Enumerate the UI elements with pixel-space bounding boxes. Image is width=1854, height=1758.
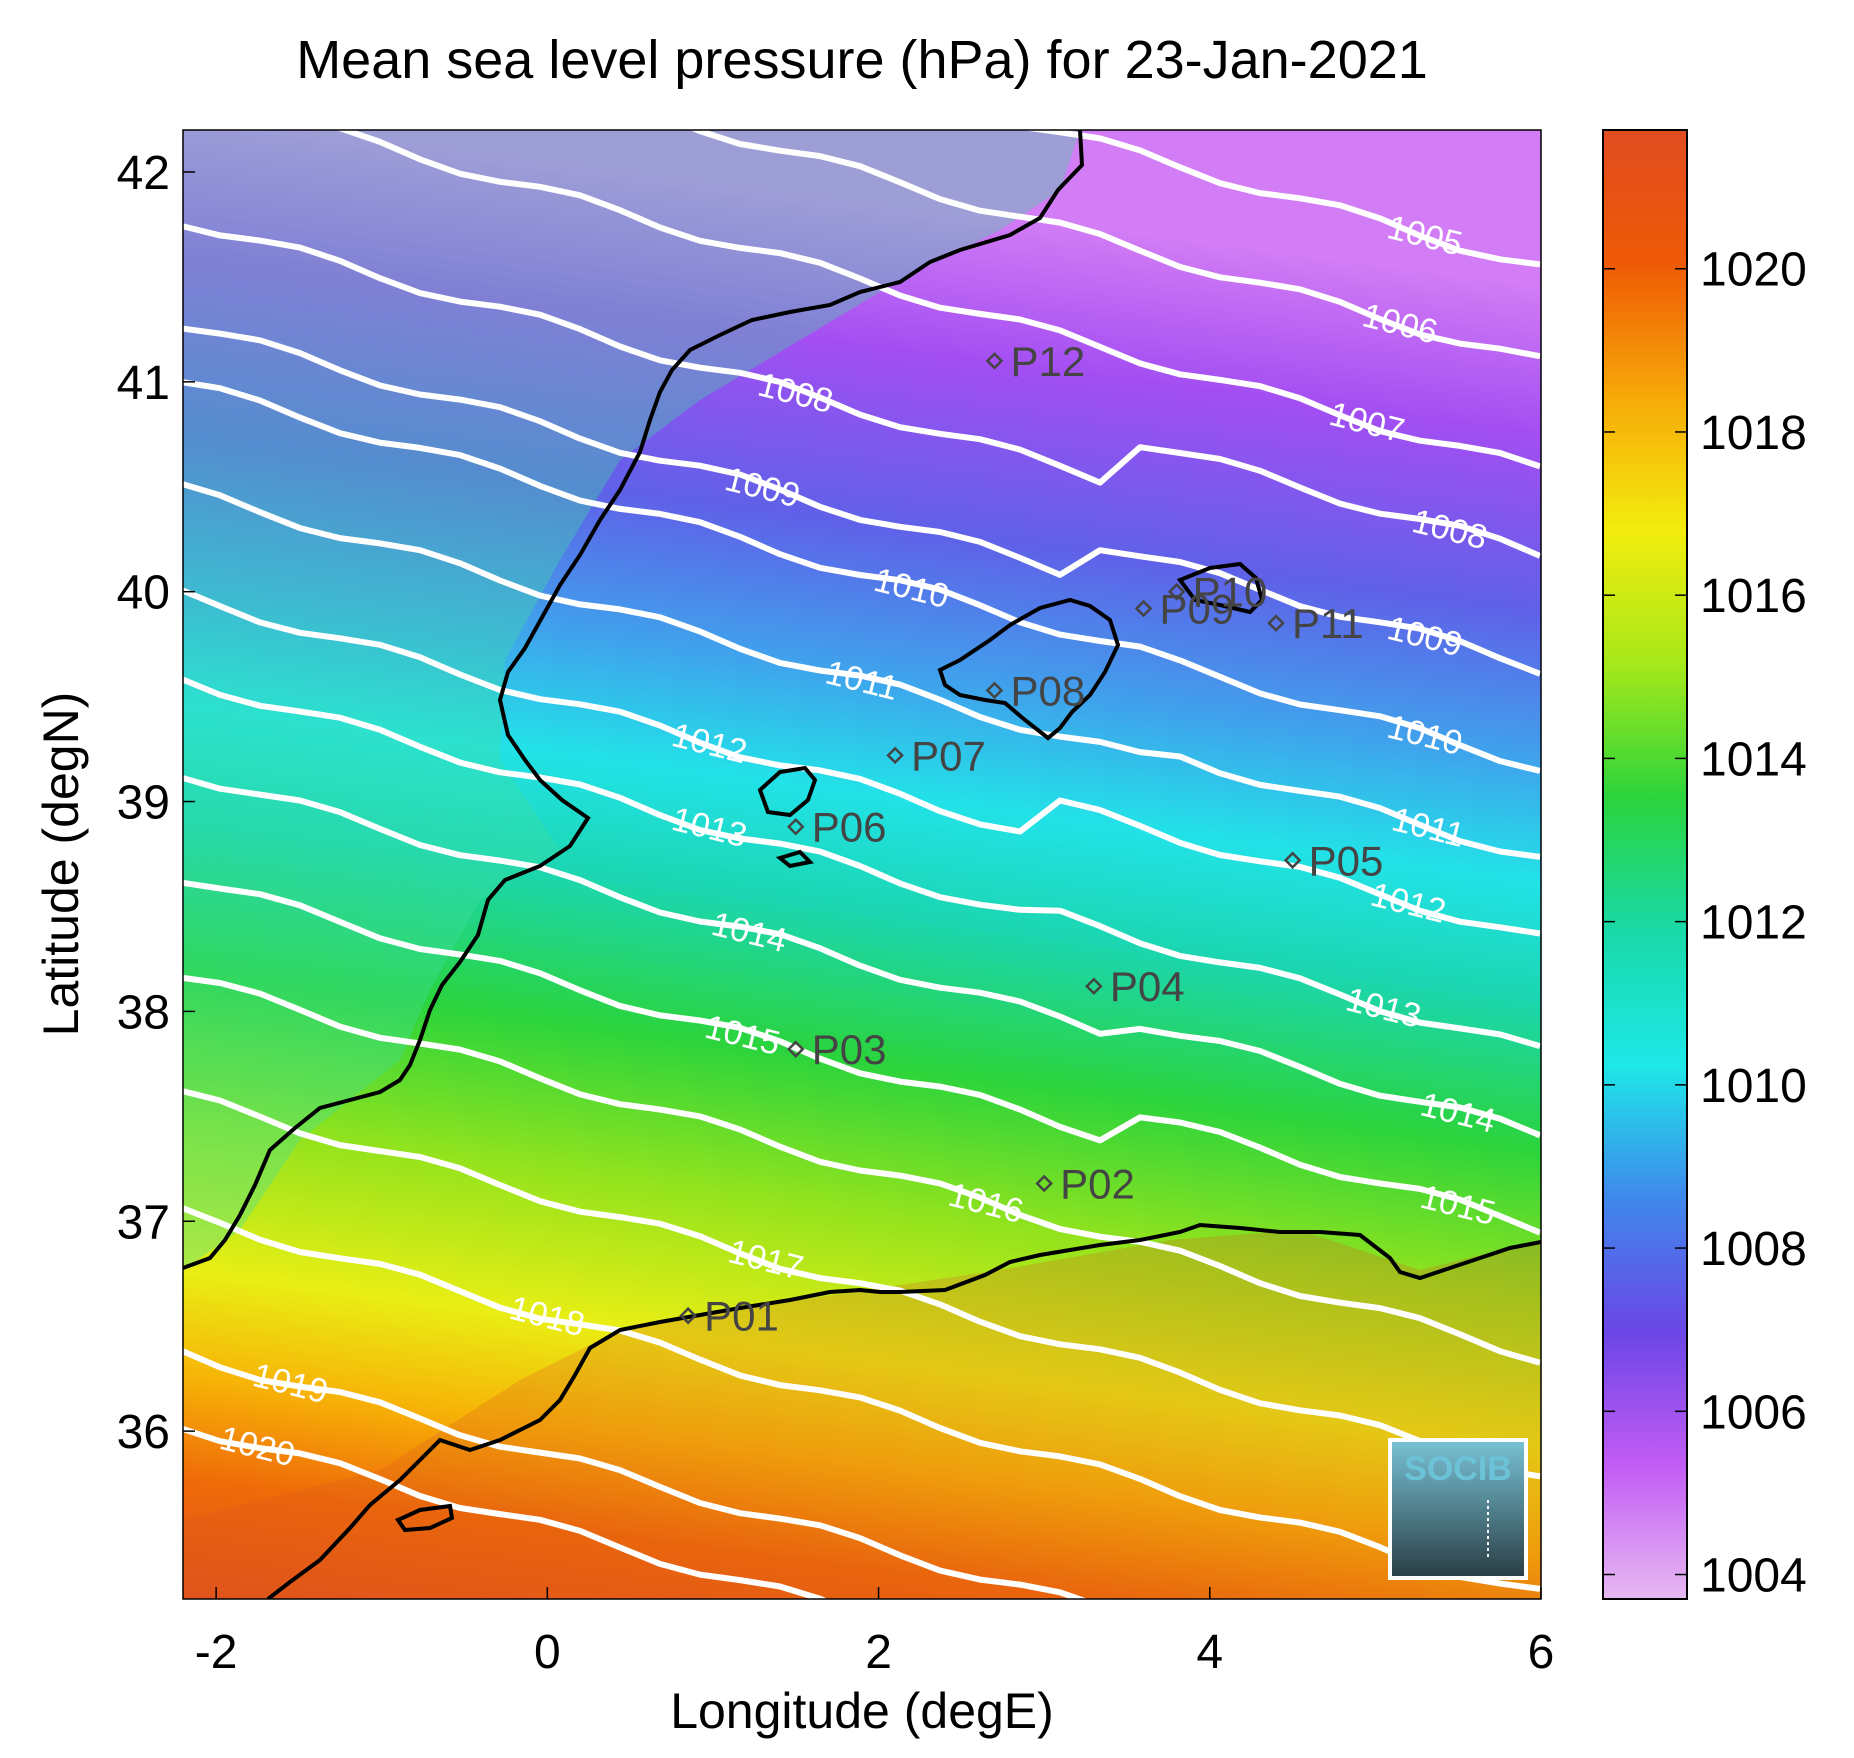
plot-area: [183, 130, 1541, 1599]
x-tick-label: 4: [1196, 1626, 1223, 1679]
isobar-line: [183, 223, 1541, 559]
station-label: P01: [704, 1293, 779, 1340]
isobar-line: [1022, 130, 1541, 268]
isobar-line: [689, 130, 1541, 360]
iberian-coastline: [183, 130, 1085, 1270]
colorbar: 1004 1006 1008 1010 1012 1014 1016 1018 1020: [1602, 129, 1807, 1603]
x-tick-label: 2: [865, 1626, 892, 1679]
station-label: P10: [1193, 569, 1268, 616]
isobar-line: [183, 1205, 1541, 1592]
colorbar-tick-label: 1014: [1700, 733, 1807, 786]
station-label: P11: [1292, 600, 1364, 647]
station-label: P03: [812, 1026, 887, 1073]
y-tick-label: 39: [117, 777, 170, 830]
station-label: P04: [1110, 963, 1185, 1010]
y-tick-label: 38: [117, 986, 170, 1039]
station-marker: [985, 352, 1004, 370]
station-marker: [886, 746, 904, 765]
colorbar-fill: [1602, 129, 1688, 1600]
north-africa-coastline: [266, 1222, 1541, 1599]
station-marker: [1283, 851, 1302, 870]
isobar-line: [183, 1425, 829, 1599]
y-tick-label: 41: [117, 357, 170, 410]
y-tick-label: 36: [117, 1406, 170, 1459]
x-tick-label: 6: [1528, 1626, 1555, 1679]
station-label: P07: [911, 732, 986, 779]
y-tick-label: 42: [117, 147, 170, 200]
station-marker: [1267, 614, 1285, 632]
isobar-line: [183, 676, 1541, 1049]
y-axis: 36 37 38 39 40 41 42: [117, 147, 195, 1459]
x-axis: -2 0 2 4 6: [195, 1587, 1555, 1679]
station-label: P08: [1010, 667, 1085, 714]
colorbar-tick-label: 1004: [1700, 1550, 1807, 1603]
logo-box: [1388, 1438, 1528, 1580]
station-marker: [1134, 599, 1153, 618]
logo-text: SOCIB: [1404, 1450, 1512, 1488]
colorbar-tick-label: 1012: [1700, 897, 1807, 950]
formentera-coastline: [775, 849, 815, 869]
station-marker: [1085, 977, 1103, 995]
isobar-line: [183, 379, 1541, 774]
isobar-line: [183, 879, 1541, 1236]
isobar-line: [183, 1088, 1541, 1480]
colorbar-tick-label: 1020: [1700, 244, 1807, 297]
colorbar-tick-label: 1018: [1700, 407, 1807, 460]
x-tick-label: 0: [534, 1626, 561, 1679]
colorbar-ticks: 1004 1006 1008 1010 1012 1014 1016 1018 1020: [1603, 244, 1807, 1603]
socib-logo: SOCIB: [1388, 1438, 1528, 1580]
y-axis-label: Latitude (degN): [33, 692, 89, 1037]
isobar-line: [183, 325, 1541, 677]
ibiza-coastline: [757, 765, 818, 818]
isobar-line: [183, 481, 1541, 860]
station-label: P02: [1060, 1160, 1135, 1207]
x-axis-label: Longitude (degE): [670, 1683, 1054, 1739]
x-tick-label: -2: [195, 1626, 238, 1679]
y-tick-label: 40: [117, 567, 170, 620]
station-marker: [786, 817, 805, 836]
station-marker: [1167, 582, 1186, 601]
station-marker: [1035, 1174, 1053, 1193]
iberia-land-shade: [183, 130, 1080, 1270]
station-label: P06: [812, 804, 887, 851]
station-label: P05: [1309, 837, 1384, 884]
isobar-line: [183, 974, 1541, 1366]
alboran-island-coastline: [394, 1503, 455, 1533]
colorbar-tick-label: 1008: [1700, 1223, 1807, 1276]
isobar-line: [183, 774, 1541, 1139]
isobar-line: [183, 587, 1541, 937]
y-tick-label: 37: [117, 1196, 170, 1249]
isobar-line: [333, 130, 1541, 470]
colorbar-tick-label: 1016: [1700, 570, 1807, 623]
station-label: P12: [1010, 338, 1085, 385]
plot-frame: [182, 129, 1542, 1600]
isobar-line: [183, 1348, 1089, 1599]
menorca-coastline: [1176, 561, 1265, 615]
station-marker: [985, 681, 1004, 700]
coastline-layer: [183, 130, 1541, 1599]
mallorca-coastline: [937, 597, 1121, 741]
colorbar-tick-label: 1006: [1700, 1386, 1807, 1439]
station-marker: [786, 1040, 805, 1058]
station-marker: [679, 1306, 697, 1325]
colorbar-tick-label: 1010: [1700, 1060, 1807, 1113]
map-title: Mean sea level pressure (hPa) for 23-Jan…: [296, 30, 1428, 90]
